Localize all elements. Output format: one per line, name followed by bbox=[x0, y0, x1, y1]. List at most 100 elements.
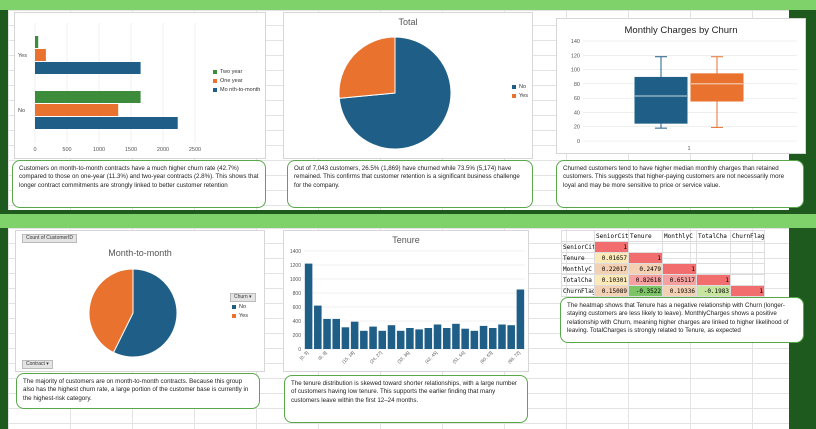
tenure-note: The tenure distribution is skewed toward… bbox=[284, 375, 528, 423]
box-svg: 0 20 40 60 80 100 120 140 1 bbox=[571, 39, 797, 152]
heatmap-row-label: SeniorCit bbox=[561, 241, 595, 253]
heatmap-cell[interactable] bbox=[696, 241, 731, 253]
heatmap-cell[interactable] bbox=[730, 252, 765, 264]
heatmap-cell[interactable]: 0.10301 bbox=[594, 274, 629, 286]
heatmap-cell[interactable]: 0.22017 bbox=[594, 263, 629, 275]
histogram-bar bbox=[424, 328, 433, 349]
total-pie-chart[interactable]: Total No Yes bbox=[283, 12, 533, 159]
heatmap-cell[interactable]: 0.01657 bbox=[594, 252, 629, 264]
contract-filter-button[interactable]: Contract ▾ bbox=[22, 360, 53, 369]
x-tick-label: 2500 bbox=[189, 147, 201, 153]
y-tick-label: 1200 bbox=[290, 263, 301, 269]
histogram-bar bbox=[304, 263, 313, 349]
heatmap-row: Tenure 0.01657 1 bbox=[561, 252, 765, 264]
contract-note: Customers on month-to-month contracts ha… bbox=[12, 160, 266, 208]
heatmap-cell[interactable] bbox=[730, 241, 765, 253]
bar-two-year bbox=[35, 36, 39, 48]
histogram-bar bbox=[488, 328, 497, 349]
x-tick-label: (6, 9] bbox=[317, 350, 328, 361]
heatmap-row-label: ChurnFlag bbox=[561, 285, 595, 297]
heatmap-row-label: MonthlyC bbox=[561, 263, 595, 275]
heatmap-column-header: TotalCha bbox=[696, 230, 731, 242]
histogram-bar bbox=[360, 330, 368, 349]
legend-two-year: Two year bbox=[213, 68, 260, 77]
heatmap-cell[interactable]: 1 bbox=[696, 274, 731, 286]
count-field-button[interactable]: Count of CustomerID bbox=[22, 234, 77, 243]
y-tick-label: 0 bbox=[577, 139, 580, 145]
histogram-bar bbox=[369, 326, 377, 349]
y-tick-label: 40 bbox=[574, 110, 580, 116]
heatmap-cell[interactable] bbox=[730, 274, 765, 286]
histogram-bar bbox=[433, 324, 442, 349]
x-tick-label: 500 bbox=[62, 147, 71, 153]
mtm-pie-chart[interactable]: Count of CustomerID Month-to-month Churn… bbox=[15, 230, 265, 372]
total-pie-slice-yes bbox=[338, 36, 396, 99]
mtm-pie-svg bbox=[88, 268, 178, 358]
histogram-bar bbox=[314, 305, 322, 349]
bar-one-year bbox=[35, 49, 46, 61]
histogram-bar bbox=[470, 330, 479, 349]
legend-month-to-month: Mo nth-to-month bbox=[213, 86, 260, 95]
heatmap-note: The heatmap shows that Tenure has a nega… bbox=[560, 297, 804, 343]
box-chart-title: Monthly Charges by Churn bbox=[624, 25, 738, 36]
y-tick-label: 800 bbox=[293, 291, 302, 297]
total-pie-legend: No Yes bbox=[512, 83, 528, 101]
x-tick-label: (51, 54] bbox=[452, 350, 466, 364]
heatmap-cell[interactable]: 0.15089 bbox=[594, 285, 629, 297]
legend-no: No bbox=[512, 83, 528, 92]
bar-two-year bbox=[35, 91, 141, 103]
heatmap-column-header: MonthlyC bbox=[662, 230, 697, 242]
histogram-bar bbox=[461, 328, 469, 349]
histogram-bar bbox=[378, 330, 387, 349]
tenure-histogram[interactable]: Tenure 0 200 400 600 800 1000 1200 1400 [0, 3] (6… bbox=[283, 230, 529, 372]
histogram-bar bbox=[406, 328, 414, 349]
x-tick-label: 1000 bbox=[93, 147, 105, 153]
heatmap-cell[interactable] bbox=[696, 263, 731, 275]
x-tick-label: 1 bbox=[687, 146, 690, 152]
heatmap-cell[interactable]: 0.65117 bbox=[662, 274, 697, 286]
y-tick-label: 400 bbox=[293, 319, 302, 325]
legend-one-year: One year bbox=[213, 77, 260, 86]
histogram-bar bbox=[479, 325, 488, 349]
heatmap-cell[interactable]: -0.3522 bbox=[628, 285, 663, 297]
heatmap-cell[interactable]: 0.2479 bbox=[628, 263, 663, 275]
heatmap-cell[interactable] bbox=[662, 241, 697, 253]
churn-filter-button[interactable]: Churn ▾ bbox=[230, 293, 256, 302]
y-tick-label: 600 bbox=[293, 305, 302, 311]
x-tick-label: 0 bbox=[33, 147, 36, 153]
histogram-bar bbox=[323, 318, 331, 349]
total-pie-title: Total bbox=[398, 17, 418, 27]
heatmap-cell[interactable]: 1 bbox=[628, 252, 663, 264]
histogram-bar bbox=[516, 289, 525, 349]
heatmap-cell[interactable]: 0.19336 bbox=[662, 285, 697, 297]
y-tick-label: 80 bbox=[574, 82, 580, 88]
heatmap-cell[interactable]: -0.1983 bbox=[696, 285, 731, 297]
heatmap-cell[interactable] bbox=[730, 263, 765, 275]
heatmap-cell[interactable] bbox=[628, 241, 663, 253]
heatmap-cell[interactable]: 1 bbox=[730, 285, 765, 297]
heatmap-row: MonthlyC 0.22017 0.2479 1 bbox=[561, 263, 765, 275]
heatmap-row: ChurnFlag 0.15089 -0.3522 0.19336 -0.1983 1 bbox=[561, 285, 765, 297]
heatmap-cell[interactable]: 1 bbox=[662, 263, 697, 275]
dropdown-icon: ▾ bbox=[249, 294, 252, 300]
bar-month-to-month bbox=[35, 62, 141, 74]
contract-bar-chart[interactable]: 0 500 1000 1500 2000 2500 Yes No Two year One y… bbox=[14, 12, 266, 159]
heatmap-header-row: SeniorCit Tenure MonthlyC TotalCha ChurnFlag bbox=[561, 230, 765, 242]
y-tick-label: 200 bbox=[293, 333, 302, 339]
histogram-bar bbox=[396, 330, 405, 349]
heatmap-cell[interactable]: 1 bbox=[594, 241, 629, 253]
y-tick-label: 1400 bbox=[290, 249, 301, 255]
heatmap-cell[interactable]: 0.82618 bbox=[628, 274, 663, 286]
contract-bar-svg: 0 500 1000 1500 2000 2500 Yes No bbox=[18, 23, 201, 153]
x-tick-label: (15, 18] bbox=[341, 350, 355, 364]
histogram-bar bbox=[341, 327, 350, 349]
histogram-bar bbox=[332, 318, 341, 349]
x-tick-label: (60, 63] bbox=[479, 350, 493, 364]
x-tick-label: [0, 3] bbox=[299, 350, 310, 361]
x-tick-label: (69, 72] bbox=[507, 350, 521, 364]
top-band bbox=[0, 0, 816, 10]
heatmap-cell[interactable] bbox=[696, 252, 731, 264]
heatmap-cell[interactable] bbox=[662, 252, 697, 264]
correlation-heatmap[interactable]: SeniorCit Tenure MonthlyC TotalCha ChurnFlag… bbox=[561, 230, 765, 297]
monthly-charges-box-chart[interactable]: Monthly Charges by Churn 0 20 40 60 80 100 120… bbox=[556, 18, 806, 154]
